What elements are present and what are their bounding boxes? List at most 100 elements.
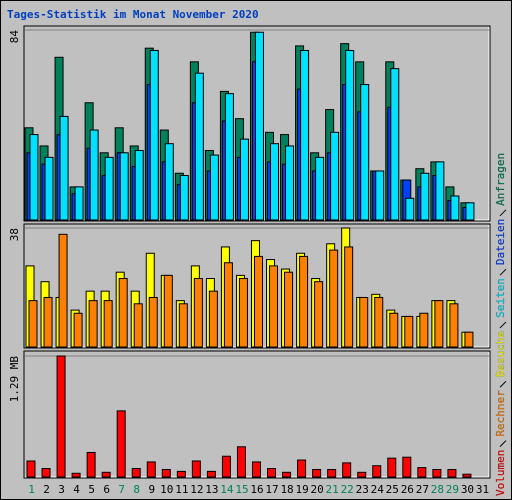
bar	[300, 49, 310, 221]
bar	[236, 446, 246, 478]
bar	[103, 300, 113, 348]
bar	[269, 265, 279, 348]
x-tick-label: 11	[175, 483, 188, 496]
bar	[104, 156, 114, 221]
bar	[178, 303, 188, 348]
y-tick-label: 84	[8, 30, 21, 44]
bar	[299, 255, 309, 348]
bar	[28, 300, 38, 348]
legend-label: Besuche	[494, 331, 507, 377]
x-tick-label: 28	[431, 483, 444, 496]
bar	[297, 459, 307, 478]
legend-separator	[499, 209, 507, 217]
bar	[449, 303, 459, 348]
bar	[284, 271, 294, 348]
bar	[359, 296, 369, 348]
bar	[208, 290, 218, 348]
bar	[194, 72, 204, 221]
bar	[89, 129, 99, 221]
bar	[374, 296, 384, 348]
bar	[59, 115, 69, 221]
bar	[56, 355, 66, 478]
bar	[372, 465, 382, 478]
bar	[419, 312, 429, 348]
bar	[74, 186, 84, 221]
bar	[58, 233, 68, 348]
chart-title: Tages-Statistik im Monat November 2020	[7, 8, 259, 21]
x-tick-label: 7	[118, 483, 125, 496]
bar	[44, 156, 54, 221]
bar	[148, 296, 158, 348]
bar	[462, 473, 472, 478]
bar	[179, 175, 189, 221]
y-tick-label: 38	[8, 228, 21, 241]
x-tick-label: 25	[386, 483, 399, 496]
bar	[119, 152, 129, 221]
x-tick-label: 23	[356, 483, 369, 496]
bar	[327, 468, 337, 478]
bar	[239, 138, 249, 221]
bar	[29, 134, 39, 221]
x-tick-label: 20	[311, 483, 324, 496]
bar	[375, 170, 385, 221]
x-tick-label: 31	[476, 483, 489, 496]
x-tick-label: 16	[250, 483, 263, 496]
bar	[312, 468, 322, 478]
bar	[86, 451, 96, 478]
bar	[435, 161, 445, 221]
bar	[330, 131, 340, 221]
x-tick-label: 22	[341, 483, 354, 496]
bar	[389, 312, 399, 348]
x-tick-label: 8	[133, 483, 140, 496]
bar	[267, 468, 277, 478]
bar	[221, 455, 231, 478]
bar	[118, 278, 128, 348]
x-tick-label: 24	[371, 483, 385, 496]
bar	[282, 471, 292, 478]
x-tick-label: 5	[88, 483, 95, 496]
bar	[209, 154, 219, 221]
bar	[464, 331, 474, 348]
bar	[420, 172, 430, 221]
legend-label: Seiten	[494, 278, 507, 318]
x-tick-label: 2	[43, 483, 50, 496]
x-tick-label: 18	[280, 483, 293, 496]
bar	[360, 84, 370, 221]
bar	[450, 195, 460, 221]
bar	[315, 156, 325, 221]
bar	[390, 68, 400, 221]
y-tick-label: 1.29 MB	[8, 356, 21, 403]
bar	[133, 303, 143, 348]
legend-separator	[499, 440, 507, 447]
bar	[404, 315, 414, 348]
bar	[71, 472, 81, 478]
bar	[402, 456, 412, 478]
bar	[417, 467, 427, 478]
x-tick-label: 19	[295, 483, 308, 496]
bar	[342, 462, 352, 478]
bar	[447, 468, 457, 478]
bar	[101, 471, 111, 478]
bar	[134, 150, 144, 221]
bar	[345, 49, 355, 221]
x-tick-label: 10	[160, 483, 173, 496]
bar	[149, 49, 159, 221]
legend-separator	[499, 268, 507, 276]
bar	[116, 410, 126, 478]
panel	[23, 350, 491, 479]
bar	[131, 468, 141, 478]
legend-separator	[499, 380, 507, 388]
legend-label: Volumen	[494, 450, 507, 496]
bar	[405, 197, 415, 221]
x-tick-label: 17	[265, 483, 278, 496]
legend-label: Dateien	[494, 219, 507, 265]
bar	[206, 470, 216, 478]
legend-label: Anfragen	[494, 153, 507, 206]
bar	[73, 312, 83, 348]
bar	[164, 143, 174, 221]
x-tick-label: 12	[190, 483, 203, 496]
bar	[161, 468, 171, 478]
x-tick-label: 4	[73, 483, 80, 496]
x-tick-label: 3	[58, 483, 65, 496]
x-tick-label: 30	[461, 483, 474, 496]
